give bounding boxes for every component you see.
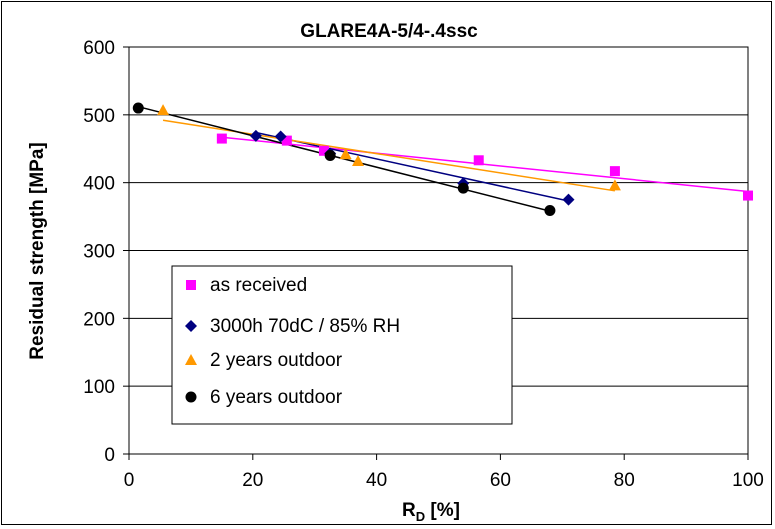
x-axis-title-main: R xyxy=(402,500,416,521)
y-tick-label: 300 xyxy=(83,242,115,263)
y-tick-label: 0 xyxy=(104,445,115,466)
legend: as received 3000h 70dC / 85% RH 2 years … xyxy=(171,265,513,425)
data-point xyxy=(457,182,469,194)
legend-item-3000h: 3000h 70dC / 85% RH xyxy=(185,316,400,337)
legend-marker-triangle xyxy=(185,354,197,365)
chart: GLARE4A-5/4-.4ssc 0 100 200 300 400 500 600 0 20… xyxy=(27,21,764,524)
y-tick-label: 200 xyxy=(83,309,115,330)
data-point xyxy=(274,130,287,143)
data-point xyxy=(609,166,620,177)
x-tick-label: 40 xyxy=(366,470,387,491)
chart-title: GLARE4A-5/4-.4ssc xyxy=(300,21,478,42)
x-tick-label: 80 xyxy=(614,470,635,491)
legend-item-2-years: 2 years outdoor xyxy=(185,350,343,371)
trendlines xyxy=(138,105,749,212)
legend-item-as-received: as received xyxy=(186,275,307,296)
y-axis-title: Residual strength [MPa] xyxy=(27,142,48,359)
data-point xyxy=(281,135,292,146)
data-point xyxy=(216,133,227,144)
legend-marker-square xyxy=(186,280,196,290)
data-point xyxy=(157,104,170,116)
x-tick-label: 100 xyxy=(732,470,764,491)
data-point xyxy=(249,129,262,142)
data-point xyxy=(339,148,352,160)
data-point xyxy=(562,193,575,206)
legend-label: as received xyxy=(210,275,307,296)
legend-item-6-years: 6 years outdoor xyxy=(185,387,343,408)
x-axis-title-unit: [%] xyxy=(425,500,460,521)
legend-marker-circle xyxy=(185,391,197,403)
y-tick-label: 400 xyxy=(83,174,115,195)
legend-label: 3000h 70dC / 85% RH xyxy=(210,316,400,337)
trendline xyxy=(255,131,569,202)
x-tick-label: 60 xyxy=(490,470,511,491)
data-point xyxy=(544,204,556,216)
x-tick-label: 0 xyxy=(124,470,135,491)
data-point xyxy=(743,190,753,201)
legend-marker xyxy=(185,354,197,365)
axes xyxy=(123,46,749,460)
data-point xyxy=(352,154,365,166)
legend-marker-diamond xyxy=(185,320,197,332)
markers xyxy=(132,102,753,216)
trendline xyxy=(221,136,749,193)
data-point xyxy=(132,102,144,114)
legend-marker xyxy=(185,391,197,403)
data-point xyxy=(473,155,484,166)
legend-label: 2 years outdoor xyxy=(210,350,343,371)
legend-label: 6 years outdoor xyxy=(210,387,343,408)
y-tick-label: 100 xyxy=(83,377,115,398)
data-point xyxy=(608,179,621,191)
x-tick-label: 20 xyxy=(242,470,263,491)
y-tick-label: 600 xyxy=(83,38,115,59)
data-point xyxy=(318,145,329,156)
x-axis-title-sub: D xyxy=(416,509,425,524)
tick-labels: 0 100 200 300 400 500 600 0 20 40 60 80 100 xyxy=(83,38,764,491)
data-point xyxy=(324,150,336,162)
legend-marker xyxy=(185,320,197,332)
legend-marker xyxy=(186,280,196,290)
legend-box xyxy=(171,265,513,425)
x-axis-title: RD [%] xyxy=(402,500,460,524)
y-tick-label: 500 xyxy=(83,106,115,127)
